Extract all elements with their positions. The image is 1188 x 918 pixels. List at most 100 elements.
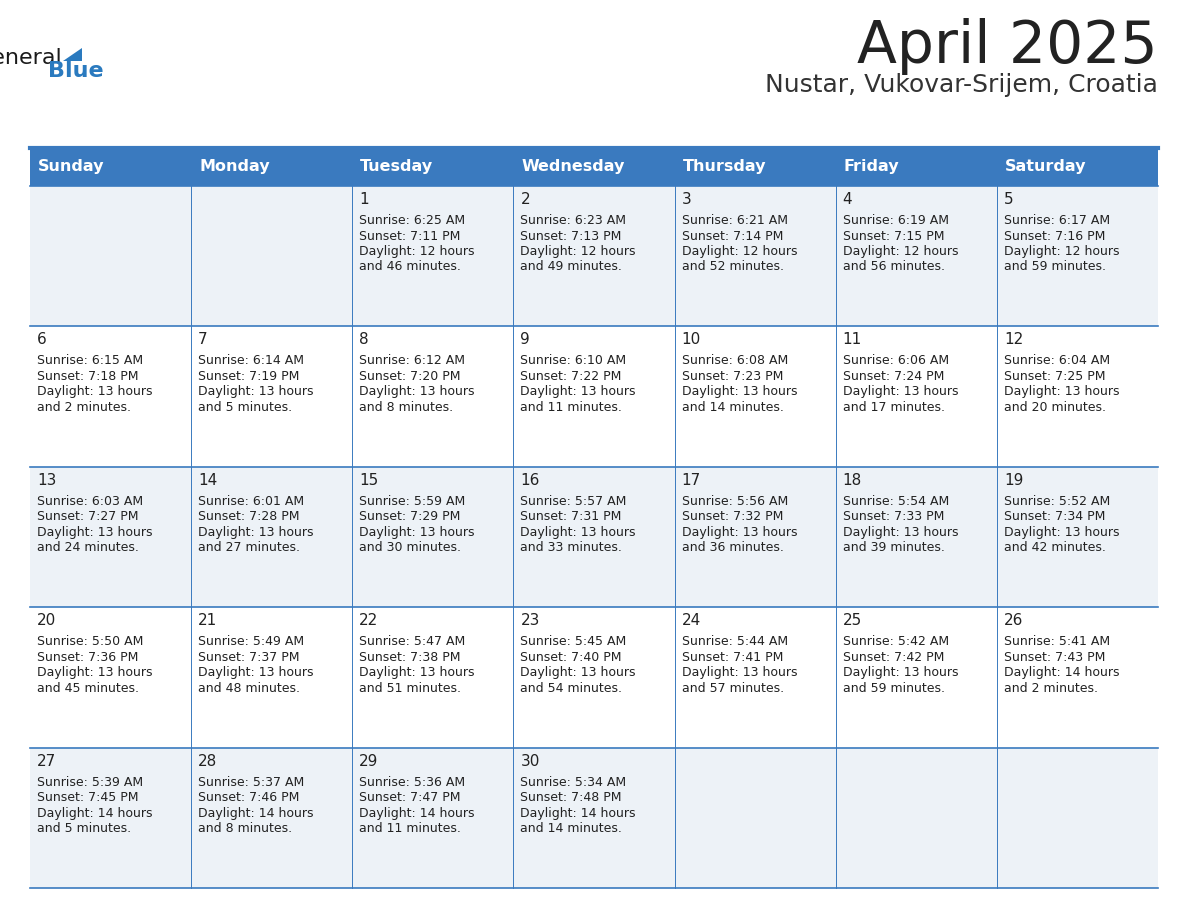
Text: and 48 minutes.: and 48 minutes. — [198, 682, 301, 695]
Text: Daylight: 12 hours: Daylight: 12 hours — [1004, 245, 1119, 258]
Text: Sunset: 7:38 PM: Sunset: 7:38 PM — [359, 651, 461, 664]
Text: 25: 25 — [842, 613, 862, 628]
Text: Daylight: 13 hours: Daylight: 13 hours — [520, 386, 636, 398]
Text: and 59 minutes.: and 59 minutes. — [1004, 261, 1106, 274]
Bar — [30, 148, 191, 186]
Text: and 11 minutes.: and 11 minutes. — [520, 401, 623, 414]
Polygon shape — [63, 48, 82, 61]
Text: Sunrise: 6:21 AM: Sunrise: 6:21 AM — [682, 214, 788, 227]
Text: Daylight: 12 hours: Daylight: 12 hours — [682, 245, 797, 258]
Text: 7: 7 — [198, 332, 208, 347]
Text: and 8 minutes.: and 8 minutes. — [198, 823, 292, 835]
Text: Sunset: 7:29 PM: Sunset: 7:29 PM — [359, 510, 461, 523]
Text: Daylight: 13 hours: Daylight: 13 hours — [198, 386, 314, 398]
Text: Sunrise: 5:41 AM: Sunrise: 5:41 AM — [1004, 635, 1110, 648]
Text: 15: 15 — [359, 473, 379, 487]
Text: Sunrise: 6:19 AM: Sunrise: 6:19 AM — [842, 214, 949, 227]
Text: Thursday: Thursday — [683, 160, 766, 174]
Bar — [30, 607, 1158, 747]
Bar — [30, 466, 1158, 607]
Text: Sunrise: 6:25 AM: Sunrise: 6:25 AM — [359, 214, 466, 227]
Text: General: General — [0, 48, 62, 68]
Text: Sunrise: 6:23 AM: Sunrise: 6:23 AM — [520, 214, 626, 227]
Text: Daylight: 13 hours: Daylight: 13 hours — [359, 666, 475, 679]
Text: and 51 minutes.: and 51 minutes. — [359, 682, 461, 695]
Text: Sunset: 7:13 PM: Sunset: 7:13 PM — [520, 230, 621, 242]
Text: 24: 24 — [682, 613, 701, 628]
Text: and 54 minutes.: and 54 minutes. — [520, 682, 623, 695]
Text: Tuesday: Tuesday — [360, 160, 434, 174]
Text: Sunset: 7:33 PM: Sunset: 7:33 PM — [842, 510, 944, 523]
Text: Daylight: 13 hours: Daylight: 13 hours — [520, 526, 636, 539]
Text: and 42 minutes.: and 42 minutes. — [1004, 542, 1106, 554]
Text: Sunrise: 6:08 AM: Sunrise: 6:08 AM — [682, 354, 788, 367]
Text: Nustar, Vukovar-Srijem, Croatia: Nustar, Vukovar-Srijem, Croatia — [765, 73, 1158, 97]
Text: 30: 30 — [520, 754, 539, 768]
Text: Sunset: 7:47 PM: Sunset: 7:47 PM — [359, 791, 461, 804]
Text: and 2 minutes.: and 2 minutes. — [1004, 682, 1098, 695]
Bar — [191, 148, 353, 186]
Text: and 17 minutes.: and 17 minutes. — [842, 401, 944, 414]
Text: Sunset: 7:24 PM: Sunset: 7:24 PM — [842, 370, 944, 383]
Text: and 52 minutes.: and 52 minutes. — [682, 261, 784, 274]
Text: Blue: Blue — [49, 61, 103, 81]
Text: Sunset: 7:46 PM: Sunset: 7:46 PM — [198, 791, 299, 804]
Text: 17: 17 — [682, 473, 701, 487]
Text: 13: 13 — [37, 473, 56, 487]
Text: Sunset: 7:42 PM: Sunset: 7:42 PM — [842, 651, 944, 664]
Bar — [30, 186, 1158, 327]
Text: Sunrise: 5:37 AM: Sunrise: 5:37 AM — [198, 776, 304, 789]
Text: 14: 14 — [198, 473, 217, 487]
Text: Monday: Monday — [200, 160, 270, 174]
Text: Sunrise: 6:12 AM: Sunrise: 6:12 AM — [359, 354, 466, 367]
Text: Sunrise: 6:01 AM: Sunrise: 6:01 AM — [198, 495, 304, 508]
Text: Daylight: 14 hours: Daylight: 14 hours — [198, 807, 314, 820]
Text: Daylight: 13 hours: Daylight: 13 hours — [682, 526, 797, 539]
Text: Sunrise: 5:42 AM: Sunrise: 5:42 AM — [842, 635, 949, 648]
Text: Daylight: 13 hours: Daylight: 13 hours — [520, 666, 636, 679]
Text: 23: 23 — [520, 613, 539, 628]
Text: Sunrise: 6:04 AM: Sunrise: 6:04 AM — [1004, 354, 1110, 367]
Text: Wednesday: Wednesday — [522, 160, 625, 174]
Text: Sunrise: 5:52 AM: Sunrise: 5:52 AM — [1004, 495, 1110, 508]
Text: Sunset: 7:43 PM: Sunset: 7:43 PM — [1004, 651, 1105, 664]
Text: Sunrise: 6:17 AM: Sunrise: 6:17 AM — [1004, 214, 1110, 227]
Text: Saturday: Saturday — [1005, 160, 1086, 174]
Text: Friday: Friday — [843, 160, 899, 174]
Text: Sunrise: 6:10 AM: Sunrise: 6:10 AM — [520, 354, 626, 367]
Text: Sunrise: 6:15 AM: Sunrise: 6:15 AM — [37, 354, 143, 367]
Text: 19: 19 — [1004, 473, 1023, 487]
Text: Sunrise: 5:57 AM: Sunrise: 5:57 AM — [520, 495, 627, 508]
Text: and 20 minutes.: and 20 minutes. — [1004, 401, 1106, 414]
Text: Sunset: 7:18 PM: Sunset: 7:18 PM — [37, 370, 139, 383]
Text: and 27 minutes.: and 27 minutes. — [198, 542, 301, 554]
Text: and 2 minutes.: and 2 minutes. — [37, 401, 131, 414]
Text: 4: 4 — [842, 192, 852, 207]
Text: Sunset: 7:36 PM: Sunset: 7:36 PM — [37, 651, 138, 664]
Text: and 46 minutes.: and 46 minutes. — [359, 261, 461, 274]
Text: Sunset: 7:27 PM: Sunset: 7:27 PM — [37, 510, 139, 523]
Bar — [30, 327, 1158, 466]
Text: 18: 18 — [842, 473, 862, 487]
Text: and 57 minutes.: and 57 minutes. — [682, 682, 784, 695]
Text: Daylight: 12 hours: Daylight: 12 hours — [520, 245, 636, 258]
Text: and 14 minutes.: and 14 minutes. — [682, 401, 783, 414]
Text: 10: 10 — [682, 332, 701, 347]
Text: Daylight: 14 hours: Daylight: 14 hours — [1004, 666, 1119, 679]
Text: and 33 minutes.: and 33 minutes. — [520, 542, 623, 554]
Bar — [997, 148, 1158, 186]
Text: and 36 minutes.: and 36 minutes. — [682, 542, 783, 554]
Text: Sunrise: 5:39 AM: Sunrise: 5:39 AM — [37, 776, 143, 789]
Text: Sunrise: 5:49 AM: Sunrise: 5:49 AM — [198, 635, 304, 648]
Text: Daylight: 13 hours: Daylight: 13 hours — [842, 666, 959, 679]
Text: Sunrise: 5:59 AM: Sunrise: 5:59 AM — [359, 495, 466, 508]
Text: and 24 minutes.: and 24 minutes. — [37, 542, 139, 554]
Text: Daylight: 12 hours: Daylight: 12 hours — [842, 245, 959, 258]
Text: 22: 22 — [359, 613, 379, 628]
Text: and 30 minutes.: and 30 minutes. — [359, 542, 461, 554]
Text: 29: 29 — [359, 754, 379, 768]
Text: Daylight: 14 hours: Daylight: 14 hours — [520, 807, 636, 820]
Text: Sunset: 7:11 PM: Sunset: 7:11 PM — [359, 230, 461, 242]
Text: 5: 5 — [1004, 192, 1013, 207]
Text: Daylight: 13 hours: Daylight: 13 hours — [682, 386, 797, 398]
